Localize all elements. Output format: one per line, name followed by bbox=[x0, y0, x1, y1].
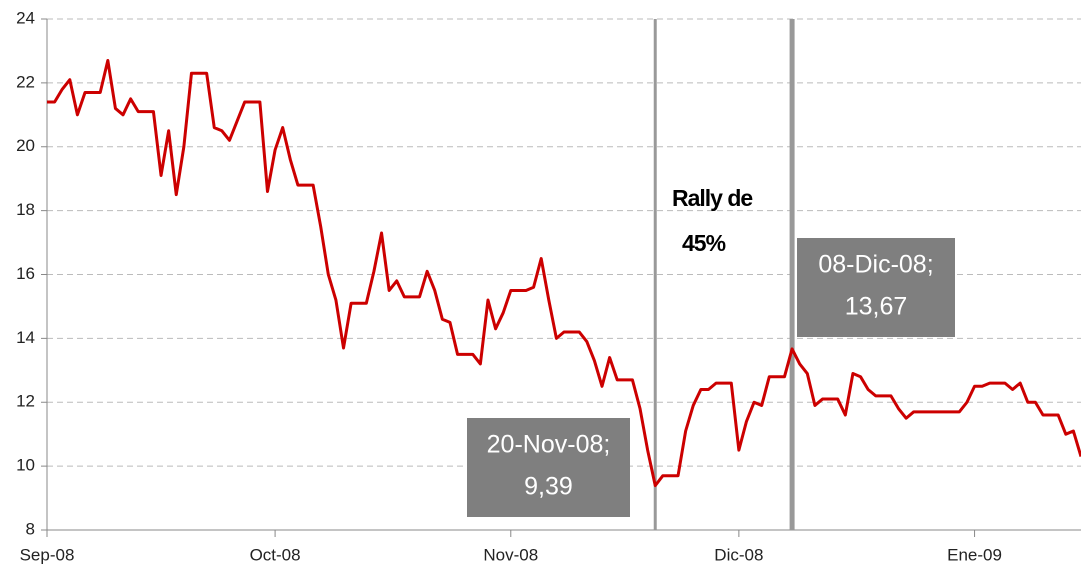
x-tick-label: Dic-08 bbox=[714, 545, 763, 564]
annotation-text: 9,39 bbox=[524, 473, 573, 501]
y-tick-label: 18 bbox=[16, 200, 35, 219]
annotation-box bbox=[797, 238, 955, 337]
data-line bbox=[47, 59, 1081, 488]
y-tick-label: 12 bbox=[16, 392, 35, 411]
rally-text: Rally de bbox=[672, 185, 752, 211]
annotation-text: 13,67 bbox=[845, 293, 908, 321]
x-tick-label: Sep-08 bbox=[20, 545, 75, 564]
annotation-box bbox=[467, 418, 630, 517]
y-tick-label: 16 bbox=[16, 264, 35, 283]
x-tick-label: Nov-08 bbox=[483, 545, 538, 564]
y-tick-label: 14 bbox=[16, 328, 35, 347]
annotation-text: 20-Nov-08; bbox=[487, 431, 611, 459]
y-tick-label: 22 bbox=[16, 72, 35, 91]
y-tick-label: 8 bbox=[26, 519, 35, 538]
rally-text: 45% bbox=[682, 230, 726, 256]
x-tick-label: Ene-09 bbox=[947, 545, 1002, 564]
y-tick-label: 10 bbox=[16, 456, 35, 475]
annotation-text: 08-Dic-08; bbox=[818, 251, 933, 279]
x-tick-label: Oct-08 bbox=[250, 545, 301, 564]
y-tick-label: 24 bbox=[16, 8, 35, 27]
y-tick-label: 20 bbox=[16, 136, 35, 155]
